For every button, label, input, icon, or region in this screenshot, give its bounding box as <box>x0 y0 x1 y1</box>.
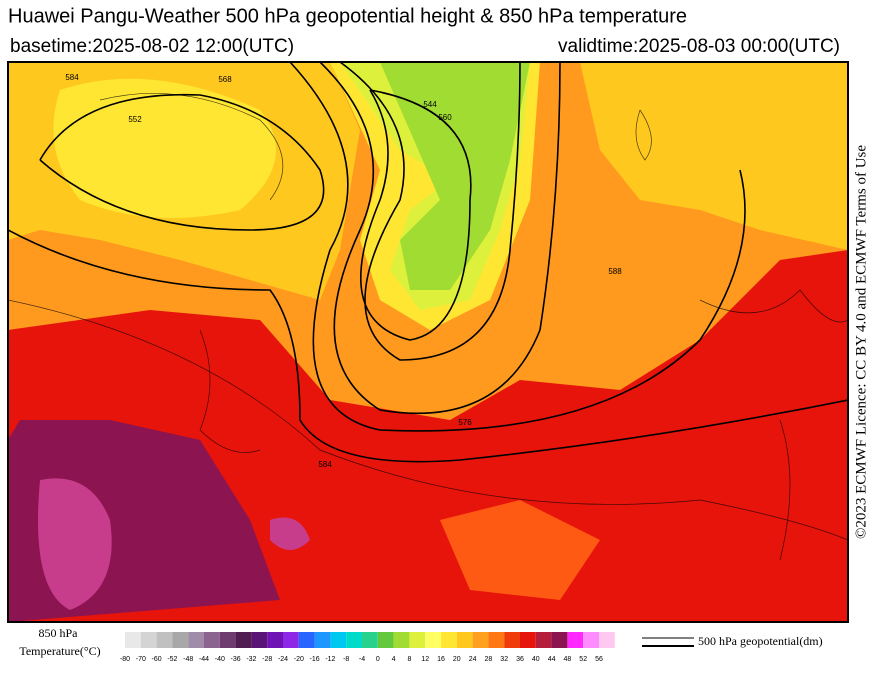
color-swatch <box>551 632 568 648</box>
colorbar-tick: -32 <box>246 656 256 663</box>
contour-label: 576 <box>458 418 472 427</box>
title: Huawei Pangu-Weather 500 hPa geopotentia… <box>8 5 687 27</box>
colorbar-tick: 20 <box>453 656 461 663</box>
color-swatch <box>204 632 220 648</box>
colorbar-tick: -70 <box>136 656 146 663</box>
licence: ©2023 ECMWF Licence: CC BY 4.0 and ECMWF… <box>853 145 869 539</box>
contour-label: 560 <box>438 113 452 122</box>
colorbar-tick: -4 <box>359 656 365 663</box>
color-swatch <box>362 632 378 648</box>
color-swatch <box>520 632 536 648</box>
colorbar-tick: -40 <box>215 656 225 663</box>
color-swatch <box>425 632 441 648</box>
contour-label: 552 <box>128 115 142 124</box>
colorbar-tick: -16 <box>310 656 320 663</box>
color-swatch <box>314 632 331 648</box>
map-frame <box>7 61 849 623</box>
colorbar-tick: -36 <box>231 656 241 663</box>
color-swatch <box>219 632 236 648</box>
contour-label: 544 <box>423 100 437 109</box>
color-swatch <box>583 632 599 648</box>
colorbar-tick: 36 <box>516 656 524 663</box>
colorbar-tick: -80 <box>120 656 130 663</box>
color-swatch <box>125 632 141 648</box>
colorbar-tick: 24 <box>469 656 477 663</box>
colorbar-tick: 8 <box>407 656 411 663</box>
contour-label: 568 <box>218 75 232 84</box>
legend-line-label: 500 hPa geopotential(dm) <box>698 634 823 648</box>
color-swatch <box>140 632 157 648</box>
colorbar-tick: 12 <box>421 656 429 663</box>
color-swatch <box>567 632 584 648</box>
colorbar-tick: 40 <box>532 656 540 663</box>
colorbar-tick: -52 <box>167 656 177 663</box>
colorbar-tick: -8 <box>343 656 349 663</box>
colorbar-tick: -20 <box>294 656 304 663</box>
color-swatch <box>235 632 252 648</box>
contour-label: 584 <box>318 460 332 469</box>
color-swatch <box>377 632 394 648</box>
colorbar-tick: 4 <box>392 656 396 663</box>
color-swatch <box>330 632 347 648</box>
map <box>8 62 848 622</box>
color-swatch <box>156 632 173 648</box>
colorbar-tick: 44 <box>548 656 556 663</box>
colorbar-tick: 56 <box>595 656 603 663</box>
color-swatch <box>441 632 457 648</box>
contour-label: 588 <box>608 267 622 276</box>
colorbar-tick: -24 <box>278 656 288 663</box>
color-swatch <box>409 632 426 648</box>
colorbar-tick: -44 <box>199 656 209 663</box>
validtime: validtime:2025-08-03 00:00(UTC) <box>558 36 840 57</box>
colorbar-tick: 28 <box>485 656 493 663</box>
color-swatch <box>488 632 505 648</box>
color-swatch <box>456 632 473 648</box>
basetime: basetime:2025-08-02 12:00(UTC) <box>10 36 294 57</box>
color-swatch <box>188 632 204 648</box>
colorbar-tick: 0 <box>376 656 380 663</box>
colorbar-tick: 52 <box>579 656 587 663</box>
legend-unit: Temperature(°C) <box>19 644 100 658</box>
color-swatch <box>393 632 410 648</box>
color-swatch <box>172 632 189 648</box>
color-swatch <box>472 632 489 648</box>
color-swatch <box>535 632 552 648</box>
colorbar-tick: -60 <box>152 656 162 663</box>
color-swatch <box>251 632 268 648</box>
color-swatch <box>283 632 299 648</box>
color-swatch <box>504 632 520 648</box>
contour-label: 584 <box>65 73 79 82</box>
colorbar-tick: 48 <box>564 656 572 663</box>
legend-title: 850 hPa <box>39 626 79 640</box>
color-swatch <box>599 632 615 648</box>
colorbar-tick: -48 <box>183 656 193 663</box>
color-swatch <box>267 632 283 648</box>
colorbar-tick: 32 <box>500 656 508 663</box>
colorbar-tick: -28 <box>262 656 272 663</box>
colorbar-tick: -12 <box>325 656 335 663</box>
color-swatch <box>346 632 362 648</box>
colorbar-tick: 16 <box>437 656 445 663</box>
color-swatch <box>298 632 315 648</box>
